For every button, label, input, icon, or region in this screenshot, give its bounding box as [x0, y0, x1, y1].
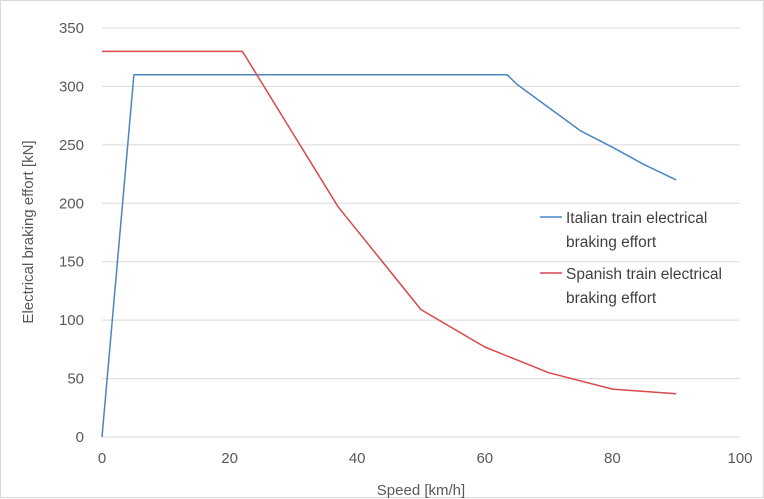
- y-tick-label: 250: [59, 137, 84, 154]
- legend-label: braking effort: [566, 290, 657, 307]
- gridlines: [102, 27, 740, 438]
- y-tick-label: 100: [59, 312, 84, 329]
- y-tick-label: 150: [59, 254, 84, 271]
- legend-label: Spanish train electrical: [566, 266, 722, 283]
- series-line-italian: [101, 73, 677, 438]
- legend: Italian train electrical braking effort Sp…: [540, 210, 722, 307]
- x-tick-label: 100: [727, 450, 752, 467]
- y-tick-labels: 0 50 100 150 200 250 300 350: [59, 20, 84, 446]
- x-tick-label: 60: [476, 450, 493, 467]
- x-axis-title: Speed [km/h]: [377, 482, 465, 499]
- x-tick-label: 0: [98, 450, 106, 467]
- legend-label: braking effort: [566, 234, 657, 251]
- y-tick-label: 50: [67, 371, 84, 388]
- y-axis-title: Electrical braking effort [kN]: [20, 140, 37, 323]
- x-tick-label: 20: [221, 450, 238, 467]
- series-line-spanish: [102, 50, 677, 395]
- y-tick-label: 0: [76, 429, 84, 446]
- x-tick-labels: 0 20 40 60 80 100: [98, 450, 753, 467]
- x-tick-label: 40: [349, 450, 366, 467]
- x-tick-label: 80: [604, 450, 621, 467]
- series-lines: [101, 50, 677, 438]
- y-tick-label: 200: [59, 195, 84, 212]
- y-tick-label: 350: [59, 20, 84, 37]
- y-tick-label: 300: [59, 78, 84, 95]
- legend-label: Italian train electrical: [566, 210, 707, 227]
